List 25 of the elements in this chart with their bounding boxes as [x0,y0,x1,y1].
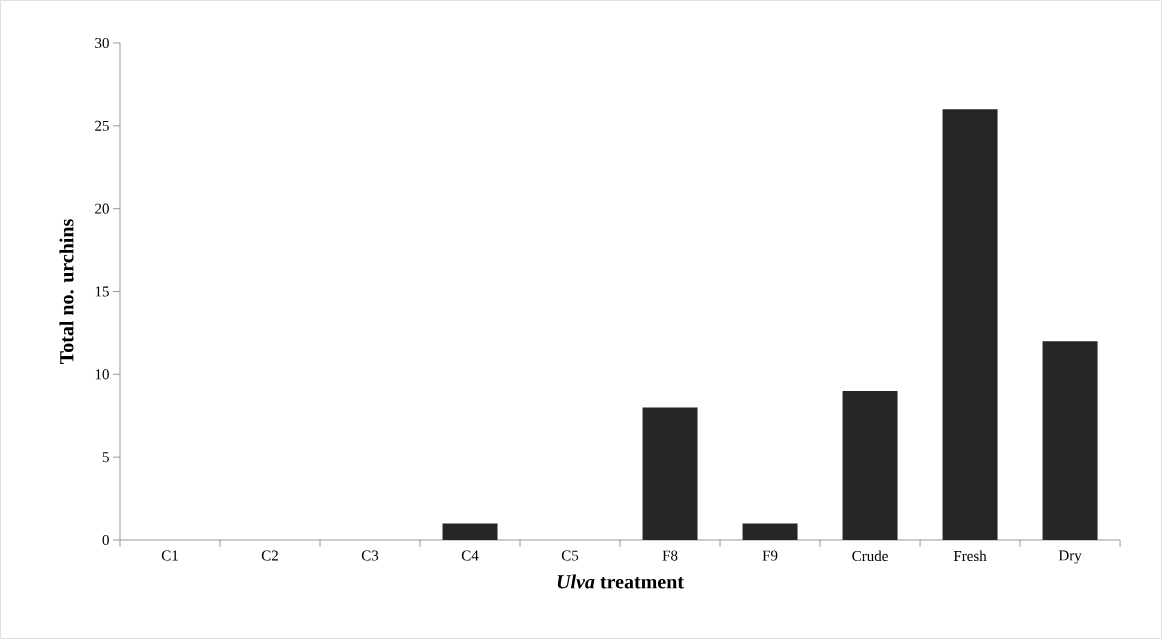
bar [942,109,998,540]
bar [442,523,498,540]
bar [742,523,798,540]
y-tick-label: 25 [95,120,109,131]
x-tick-label: C2 [261,550,278,561]
x-tick-label: C1 [161,550,178,561]
y-axis-title: Total no. urchins [59,219,74,364]
y-tick-label: 5 [102,452,109,463]
x-tick-label: F8 [662,550,678,561]
bar [642,407,698,540]
x-tick-label: C3 [361,550,379,561]
x-tick-label: C4 [461,550,479,561]
x-tick-label: Fresh [953,550,987,562]
x-tick-label: Crude [852,550,888,562]
bar [842,390,898,540]
y-tick-label: 20 [95,203,109,214]
bar [1042,341,1098,540]
y-tick-label: 15 [95,286,109,297]
y-tick-label: 10 [95,369,109,380]
x-tick-label: F9 [762,550,778,561]
x-tick-label: Dry [1058,550,1082,564]
x-axis-title: Ulva treatment [557,574,684,589]
y-tick-label: 0 [102,534,109,546]
y-tick-label: 30 [95,37,109,49]
x-tick-label: C5 [561,550,579,561]
